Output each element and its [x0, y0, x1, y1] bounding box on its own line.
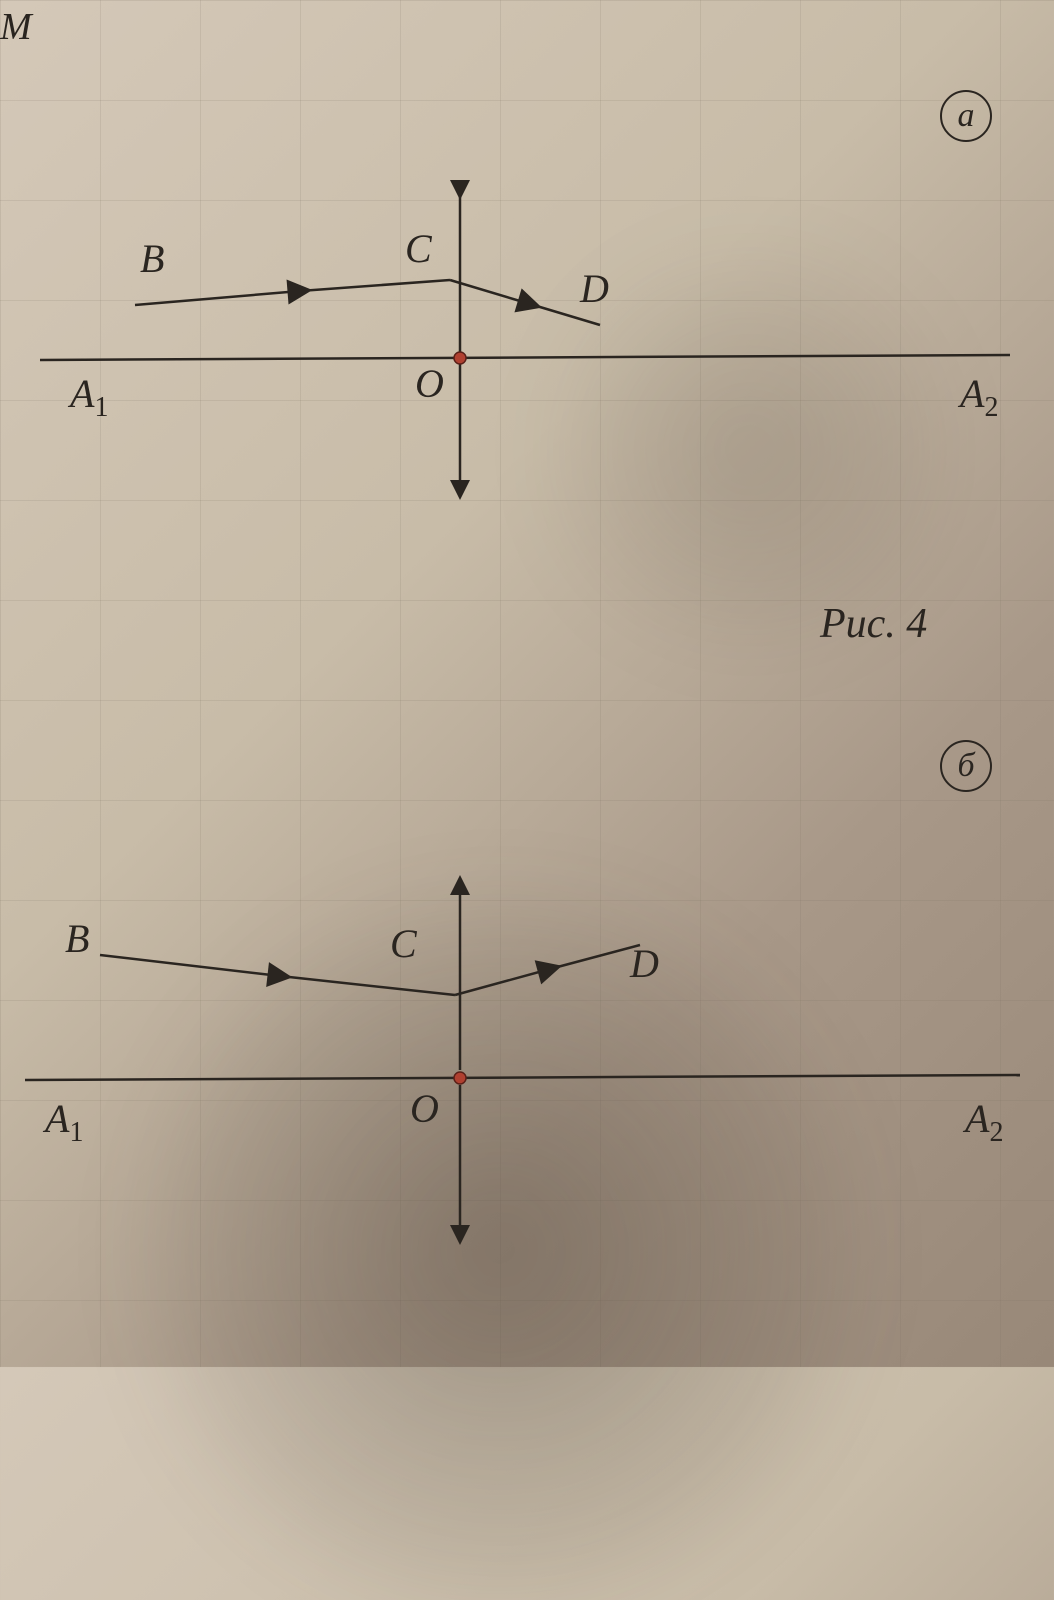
diagram-b: б B C D O A1 A2: [0, 760, 1054, 1265]
label-C-a: C: [405, 225, 432, 272]
diagram-b-label: б: [957, 747, 974, 785]
label-O-b: O: [410, 1085, 439, 1132]
axis-horizontal-b: [25, 1075, 1020, 1080]
label-D-a: D: [580, 265, 609, 312]
segment-cd-b: [455, 945, 640, 995]
point-o-b: [454, 1072, 466, 1084]
label-A2-a: A2: [960, 370, 998, 424]
axis-horizontal-a: [40, 355, 1010, 360]
label-A1-b: A1: [45, 1095, 83, 1149]
segment-cd-a: [450, 280, 600, 325]
figure-caption: Рис. 4: [820, 600, 927, 648]
label-O-a: O: [415, 360, 444, 407]
diagram-a-svg: [0, 80, 1054, 530]
point-o-a: [454, 352, 466, 364]
diagram-a-label: а: [958, 97, 975, 135]
label-A1-a: A1: [70, 370, 108, 424]
segment-bc-a: [135, 280, 450, 305]
label-A2-b: A2: [965, 1095, 1003, 1149]
diagram-b-label-circle: б: [940, 740, 992, 792]
label-D-b: D: [630, 940, 659, 987]
label-B-b: B: [65, 915, 89, 962]
diagram-a-label-circle: а: [940, 90, 992, 142]
edge-letter-M: M: [0, 5, 32, 49]
label-C-b: C: [390, 920, 417, 967]
diagram-a: а B C D O A1 A2: [0, 80, 1054, 535]
diagram-b-svg: [0, 760, 1054, 1260]
label-B-a: B: [140, 235, 164, 282]
